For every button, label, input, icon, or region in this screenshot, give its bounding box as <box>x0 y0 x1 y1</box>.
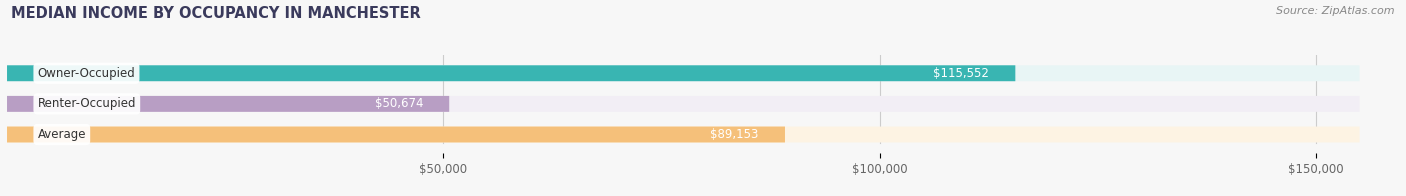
FancyBboxPatch shape <box>7 65 1360 81</box>
Text: Average: Average <box>38 128 86 141</box>
FancyBboxPatch shape <box>7 96 449 112</box>
Text: Source: ZipAtlas.com: Source: ZipAtlas.com <box>1277 6 1395 16</box>
Text: $115,552: $115,552 <box>934 67 990 80</box>
Text: MEDIAN INCOME BY OCCUPANCY IN MANCHESTER: MEDIAN INCOME BY OCCUPANCY IN MANCHESTER <box>11 6 420 21</box>
FancyBboxPatch shape <box>7 96 1360 112</box>
FancyBboxPatch shape <box>7 127 785 142</box>
Text: Renter-Occupied: Renter-Occupied <box>38 97 136 110</box>
Text: $50,674: $50,674 <box>374 97 423 110</box>
Text: Owner-Occupied: Owner-Occupied <box>38 67 135 80</box>
FancyBboxPatch shape <box>7 65 1015 81</box>
FancyBboxPatch shape <box>7 127 1360 142</box>
Text: $89,153: $89,153 <box>710 128 759 141</box>
